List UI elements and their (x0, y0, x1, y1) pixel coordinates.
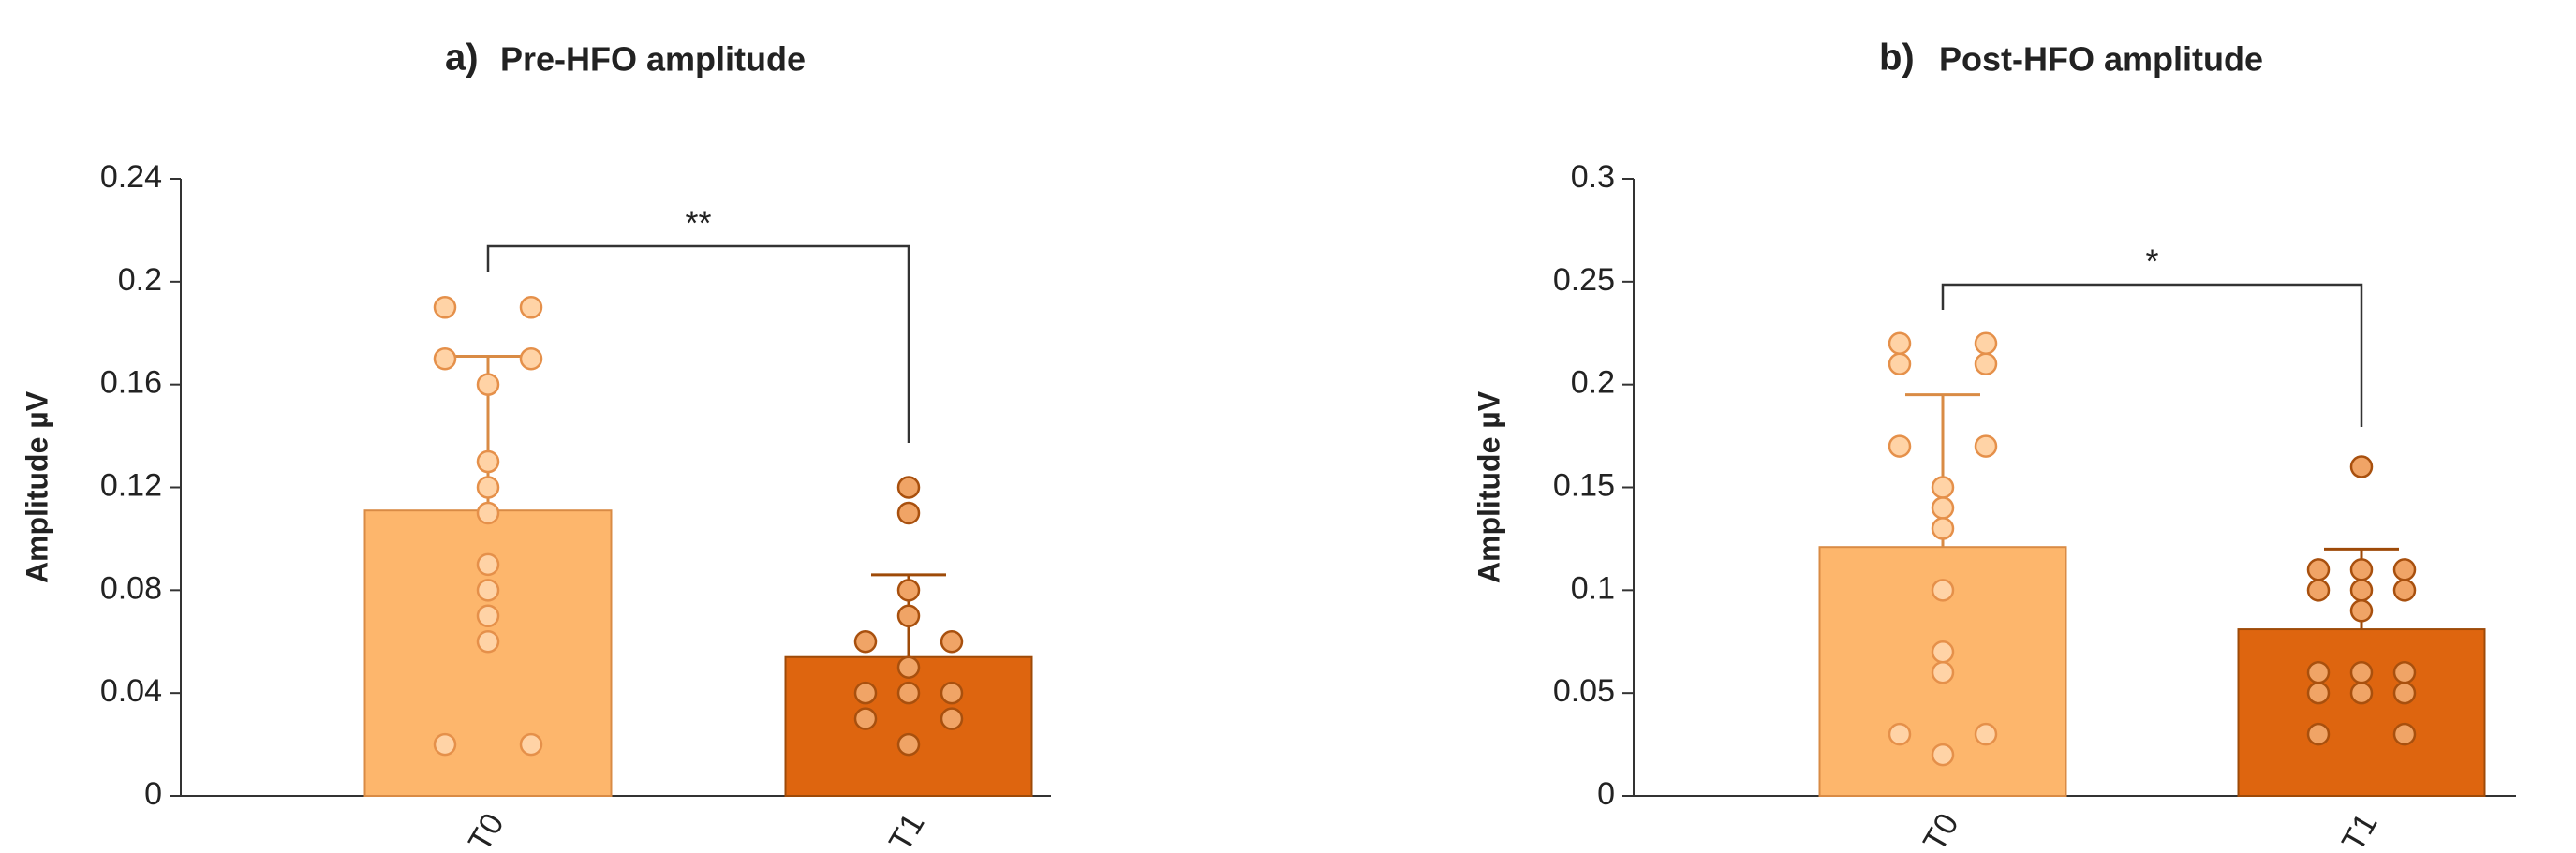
data-point (476, 552, 500, 577)
data-point (940, 707, 964, 730)
data-point (433, 296, 457, 319)
significance-bracket (486, 244, 910, 443)
data-point (853, 681, 878, 705)
data-point (1974, 434, 1998, 458)
data-point (519, 296, 543, 319)
y-tick-label: 0 (144, 776, 162, 812)
data-point (1888, 352, 1912, 375)
data-point (433, 346, 457, 371)
data-point (1888, 331, 1912, 355)
y-tick-label: 0.24 (100, 159, 162, 195)
data-point (2306, 722, 2331, 746)
data-point (2349, 455, 2374, 478)
data-point (433, 732, 457, 757)
data-point (2349, 681, 2374, 705)
data-point (1974, 331, 1998, 355)
bar (2237, 628, 2486, 797)
data-point (1931, 517, 1955, 540)
y-tick-label: 0.08 (100, 570, 162, 606)
significance-bracket (1941, 283, 2363, 427)
data-point (1974, 352, 1998, 375)
y-tick-label: 0.2 (1571, 365, 1615, 401)
data-point (476, 501, 500, 525)
data-point (896, 681, 921, 705)
y-axis-label: Amplitude µV (20, 390, 53, 583)
data-point (2306, 579, 2331, 602)
y-tick-label: 0.16 (100, 365, 162, 401)
data-point (896, 732, 921, 757)
y-tick-label: 0.05 (1553, 673, 1615, 709)
y-tick-label: 0.15 (1553, 467, 1615, 503)
y-tick-label: 0.12 (100, 467, 162, 503)
data-point (896, 476, 921, 499)
data-point (940, 630, 964, 654)
data-point (519, 732, 543, 757)
y-tick-label: 0.3 (1571, 159, 1615, 195)
data-point (1931, 640, 1955, 664)
data-point (853, 707, 878, 730)
x-tick-label: T0 (462, 807, 511, 853)
data-point (519, 346, 543, 371)
significance-label: ** (685, 204, 711, 243)
data-point (476, 604, 500, 628)
data-point (2306, 660, 2331, 684)
y-tick-label: 0.2 (118, 262, 162, 298)
data-point (2392, 579, 2417, 602)
chart-title: Pre-HFO amplitude (500, 40, 806, 79)
data-point (896, 579, 921, 602)
data-point (476, 630, 500, 654)
data-point (896, 501, 921, 525)
data-point (476, 579, 500, 602)
data-point (896, 655, 921, 679)
data-point (2392, 681, 2417, 705)
data-point (2392, 558, 2417, 581)
data-point (2349, 599, 2374, 623)
chart-title: Post-HFO amplitude (1939, 40, 2263, 79)
y-tick-label: 0.25 (1553, 262, 1615, 298)
data-point (1931, 660, 1955, 684)
data-point (2349, 579, 2374, 602)
data-point (2349, 558, 2374, 581)
data-point (1888, 722, 1912, 746)
panel-label: b) (1879, 37, 1915, 79)
data-point (476, 449, 500, 474)
data-point (476, 373, 500, 396)
bar (784, 655, 1033, 797)
data-point (1931, 476, 1955, 499)
data-point (2349, 660, 2374, 684)
data-point (476, 476, 500, 499)
x-tick-label: T1 (882, 807, 932, 853)
y-tick-label: 0 (1597, 776, 1615, 812)
data-point (1931, 579, 1955, 602)
y-axis-label: Amplitude µV (1472, 390, 1505, 583)
data-point (940, 681, 964, 705)
y-tick-label: 0.04 (100, 673, 162, 709)
data-point (2306, 681, 2331, 705)
data-point (896, 604, 921, 628)
data-point (1888, 434, 1912, 458)
data-point (2392, 660, 2417, 684)
panel-label: a) (445, 37, 479, 79)
data-point (2392, 722, 2417, 746)
x-tick-label: T1 (2335, 807, 2385, 853)
data-point (2306, 558, 2331, 581)
data-point (1931, 496, 1955, 520)
significance-label: * (2145, 243, 2158, 281)
data-point (853, 630, 878, 654)
x-tick-label: T0 (1917, 807, 1966, 853)
data-point (1931, 743, 1955, 767)
y-tick-label: 0.1 (1571, 570, 1615, 606)
data-point (1974, 722, 1998, 746)
